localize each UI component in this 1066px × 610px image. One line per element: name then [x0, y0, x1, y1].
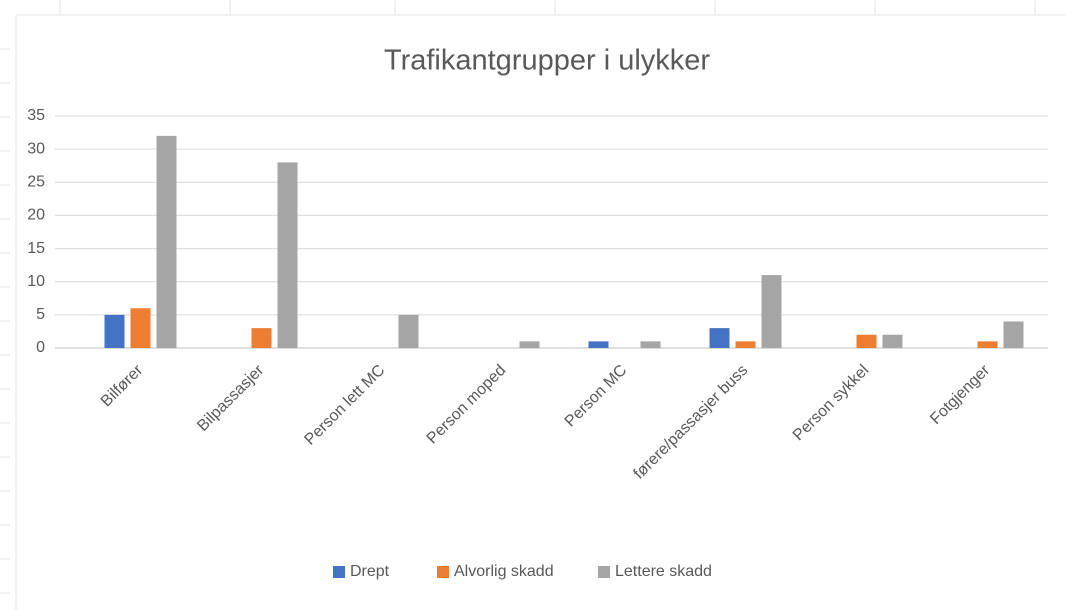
legend-swatch: [437, 566, 449, 578]
x-tick-label: Fotgjenger: [927, 361, 994, 428]
y-tick-label: 0: [36, 339, 45, 356]
bar: [735, 341, 756, 348]
x-tick-label: Person lett MC: [301, 362, 388, 449]
sheet-gridlines: [15, 0, 1066, 610]
bar: [1003, 321, 1024, 348]
bar: [882, 334, 903, 348]
bar: [519, 341, 540, 348]
bar: [709, 328, 730, 348]
x-tick-label: Person moped: [424, 362, 510, 448]
bar: [761, 275, 782, 348]
bar: [398, 314, 419, 348]
y-tick-label: 30: [27, 140, 45, 157]
y-tick-label: 25: [27, 174, 45, 191]
bar: [104, 314, 125, 348]
legend-label: Drept: [350, 563, 390, 580]
legend-swatch: [598, 566, 610, 578]
x-tick-label: Bilpassasjer: [194, 361, 268, 435]
bar: [277, 162, 298, 348]
legend-swatch: [333, 566, 345, 578]
y-tick-label: 15: [27, 240, 45, 257]
bar: [588, 341, 609, 348]
bar: [130, 308, 151, 348]
x-tick-label: Bilfører: [98, 361, 147, 410]
x-tick-label: Person MC: [562, 362, 631, 431]
x-tick-label: førere/passasjer buss: [631, 362, 752, 483]
y-tick-label: 20: [27, 207, 45, 224]
x-tick-label: Person sykkel: [790, 362, 872, 444]
y-tick-label: 10: [27, 273, 45, 290]
bar: [856, 334, 877, 348]
y-tick-label: 5: [36, 306, 45, 323]
legend-label: Alvorlig skadd: [454, 563, 554, 580]
bar: [251, 328, 272, 348]
bar: [977, 341, 998, 348]
chart-title: Trafikantgrupper i ulykker: [384, 45, 710, 77]
y-tick-label: 35: [27, 107, 45, 124]
bar: [640, 341, 661, 348]
bar: [156, 135, 177, 348]
legend-label: Lettere skadd: [615, 563, 712, 580]
